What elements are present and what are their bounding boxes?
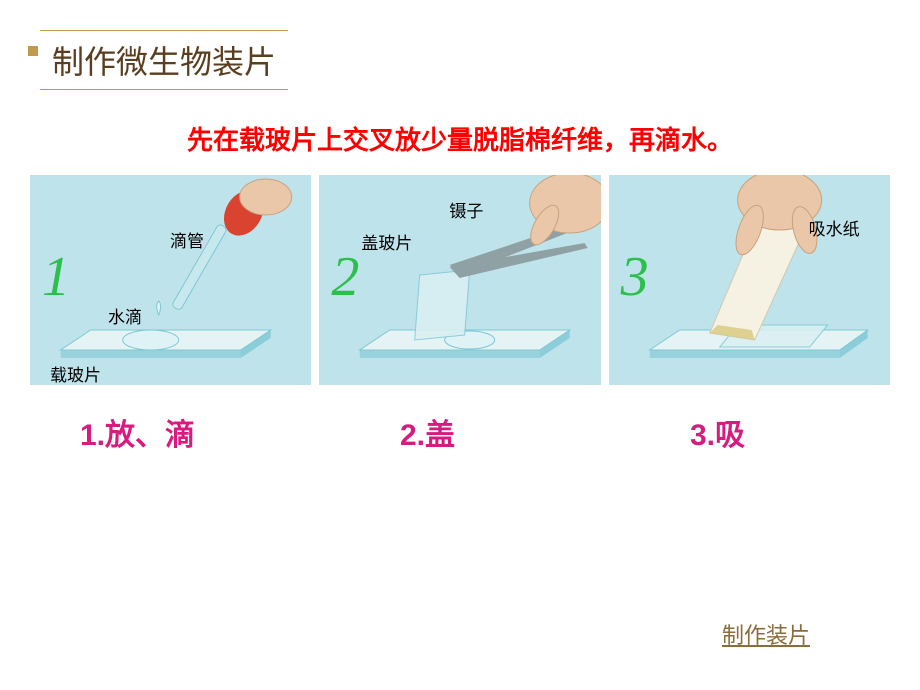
slide-front	[61, 350, 241, 358]
decor-square	[28, 46, 38, 56]
page-title: 制作微生物装片	[40, 30, 288, 90]
step-2-label: 2.盖	[400, 410, 455, 454]
panel-number-3: 3	[621, 245, 649, 309]
slide-front-2	[360, 350, 540, 358]
panel-1-illustration	[30, 175, 311, 385]
label-tweezer: 镊子	[449, 197, 483, 222]
cover-glass-icon	[415, 270, 470, 340]
label-water: 水滴	[108, 303, 142, 328]
label-cover: 盖玻片	[361, 229, 412, 254]
step-3-label: 3.吸	[690, 410, 745, 454]
label-paper: 吸水纸	[809, 215, 860, 240]
step-1-label: 1.放、滴	[80, 410, 195, 454]
panel-number-1: 1	[42, 245, 70, 309]
footer-link[interactable]: 制作装片	[722, 618, 810, 650]
water-drop-icon	[123, 330, 179, 350]
subtitle: 先在载玻片上交叉放少量脱脂棉纤维，再滴水。	[0, 120, 920, 157]
panel-number-2: 2	[331, 245, 359, 309]
label-slide: 载玻片	[50, 361, 101, 385]
panels-row: 1 滴管 水滴 载玻片 2 镊子 盖玻片	[30, 175, 890, 385]
panel-3-illustration	[609, 175, 890, 385]
panel-1: 1 滴管 水滴 载玻片	[30, 175, 311, 385]
hand-1	[240, 179, 292, 215]
panel-2: 2 镊子 盖玻片	[319, 175, 600, 385]
panel-3: 3 吸水纸	[609, 175, 890, 385]
slide-front-3	[649, 350, 839, 358]
falling-drop	[157, 301, 161, 315]
label-dropper: 滴管	[170, 227, 204, 252]
